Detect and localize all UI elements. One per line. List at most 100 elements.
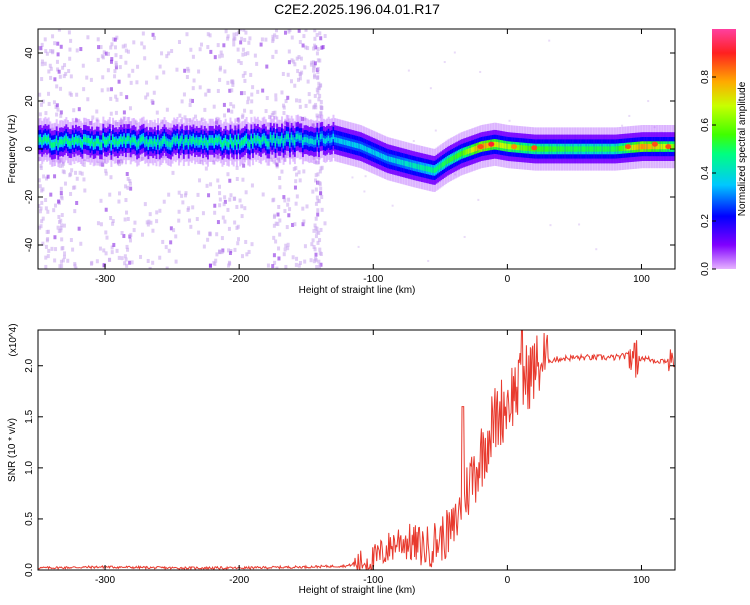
ridge-cell <box>178 141 181 147</box>
ridge-cell <box>38 137 40 143</box>
snr-frame <box>37 329 676 571</box>
spectrogram-x-axis-label: Height of straight line (km) <box>299 285 416 296</box>
noise-speck <box>86 97 90 102</box>
noise-speck <box>49 49 53 54</box>
ridge-cell <box>355 142 358 148</box>
noise-speck <box>595 248 598 251</box>
ridge-cell <box>363 145 366 151</box>
noise-speck <box>110 57 114 62</box>
ridge-cell <box>182 141 185 148</box>
noise-speck <box>282 105 286 110</box>
noise-speck <box>62 223 66 228</box>
ridge-cell <box>184 137 187 143</box>
noise-speck <box>108 192 112 197</box>
ridge-cell <box>388 156 391 162</box>
ridge-cell <box>601 146 604 152</box>
noise-speck <box>181 200 185 205</box>
noise-speck <box>41 99 45 104</box>
ridge-cell <box>186 137 189 143</box>
noise-speck <box>479 70 482 73</box>
noise-speck <box>274 97 278 102</box>
ridge-cell <box>466 149 469 155</box>
x-tick-label: -300 <box>95 575 115 586</box>
noise-speck <box>104 168 108 173</box>
noise-speck <box>215 120 219 125</box>
ridge-cell <box>392 157 395 163</box>
noise-speck <box>218 54 222 59</box>
noise-speck <box>313 36 317 41</box>
spectrogram-noise <box>38 29 663 269</box>
ridge-cell <box>649 143 652 150</box>
noise-speck <box>295 56 299 61</box>
noise-speck <box>135 80 139 85</box>
noise-speck <box>59 44 63 49</box>
colorbar-label: Normalized spectral amplitude <box>737 81 748 216</box>
noise-speck <box>55 112 59 117</box>
noise-speck <box>205 183 209 188</box>
noise-speck <box>313 29 317 33</box>
noise-speck <box>242 91 246 96</box>
ridge-cell <box>639 144 642 150</box>
ridge-cell <box>672 143 675 150</box>
ridge-cell <box>298 135 301 141</box>
noise-speck <box>61 258 65 263</box>
noise-speck <box>118 191 122 196</box>
ridge-cell <box>166 140 169 147</box>
noise-speck <box>273 110 277 115</box>
noise-speck <box>312 46 316 51</box>
noise-speck <box>158 255 162 260</box>
noise-speck <box>178 113 182 118</box>
noise-speck <box>293 62 297 67</box>
x-tick-label: 100 <box>633 575 650 586</box>
noise-speck <box>124 60 128 65</box>
noise-speck <box>117 199 121 204</box>
ridge-cell <box>179 138 182 144</box>
noise-speck <box>191 54 195 59</box>
noise-speck <box>287 213 291 218</box>
ridge-cell <box>429 166 432 173</box>
noise-speck <box>48 63 52 68</box>
ridge-cell <box>197 139 200 145</box>
noise-speck <box>126 247 130 252</box>
ridge-cell <box>367 147 370 153</box>
noise-speck <box>294 201 298 206</box>
noise-speck <box>148 266 152 269</box>
ridge-cell <box>557 146 560 152</box>
noise-speck <box>218 197 222 202</box>
ridge-cell <box>116 140 119 147</box>
ridge-cell <box>474 146 477 152</box>
noise-speck <box>212 160 216 165</box>
noise-speck <box>549 224 552 227</box>
noise-speck <box>128 121 132 126</box>
ridge-cell <box>623 145 626 151</box>
noise-speck <box>351 176 354 179</box>
noise-speck <box>204 166 208 171</box>
noise-speck <box>39 163 43 168</box>
noise-speck <box>243 52 247 57</box>
ridge-cell <box>538 146 541 152</box>
x-tick-label: 0 <box>505 274 511 285</box>
x-tick-label: 100 <box>633 274 650 285</box>
noise-speck <box>283 198 287 203</box>
ridge-cell <box>280 135 283 141</box>
ridge-cell <box>115 139 118 145</box>
ridge-cell <box>435 166 438 172</box>
noise-speck <box>115 121 119 126</box>
noise-speck <box>131 68 135 73</box>
noise-speck <box>56 41 60 46</box>
ridge-cell <box>443 160 446 167</box>
noise-speck <box>286 242 290 247</box>
noise-speck <box>223 195 227 200</box>
ridge-cell <box>472 146 475 153</box>
ridge-cell <box>95 138 98 144</box>
noise-speck <box>246 100 250 105</box>
ridge-cell <box>243 138 246 144</box>
noise-speck <box>144 95 148 100</box>
noise-speck <box>189 224 193 229</box>
noise-speck <box>46 237 50 242</box>
ridge-cell <box>84 136 87 143</box>
ridge-cell <box>189 137 192 143</box>
noise-speck <box>60 213 64 218</box>
noise-speck <box>221 215 225 220</box>
noise-speck <box>303 116 307 121</box>
